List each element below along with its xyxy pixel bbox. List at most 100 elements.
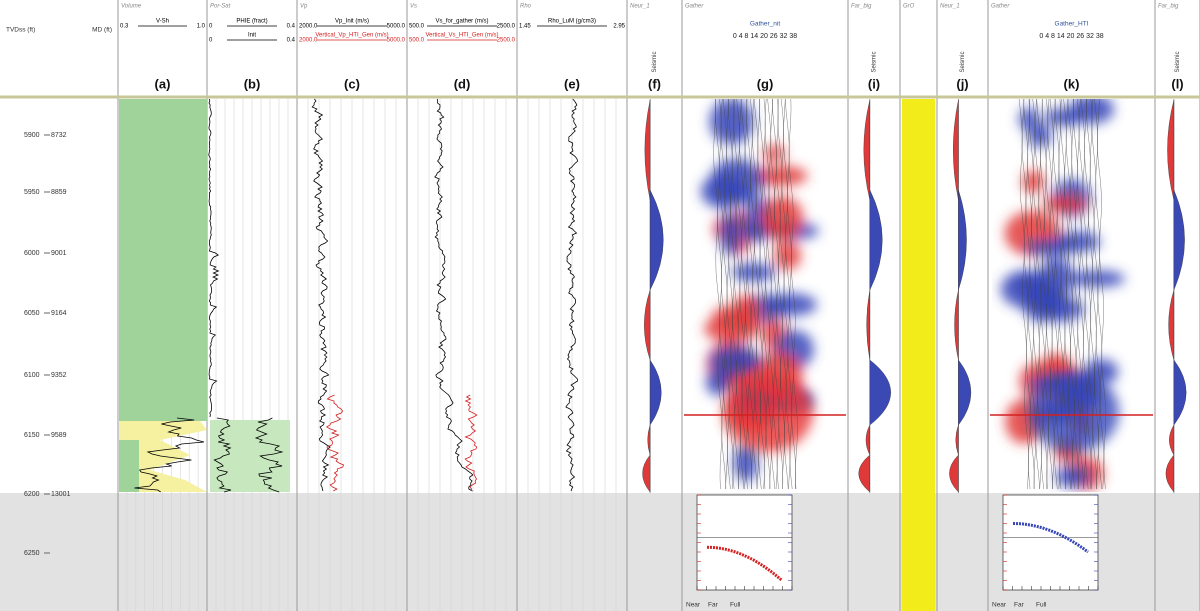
curve-max: 1.0	[197, 24, 206, 30]
tvd-label: 6000	[24, 250, 40, 257]
gather-panel	[700, 99, 819, 490]
md-label: 9001	[51, 250, 67, 257]
seismic-lobe	[858, 454, 871, 493]
gather-trace	[726, 99, 736, 490]
inset-legend-label: Far	[1014, 602, 1025, 609]
gather-blob	[1028, 123, 1052, 148]
curve-min: 500.0	[409, 38, 425, 44]
gather-trace	[1063, 99, 1074, 490]
gather-trace	[1049, 99, 1061, 490]
track-label: (a)	[155, 76, 171, 91]
curve-min: 2000.0	[299, 38, 318, 44]
seismic-lobe	[1173, 189, 1185, 291]
tvd-label: 6100	[24, 372, 40, 379]
gather-trace	[775, 99, 785, 490]
gather-trace	[780, 99, 791, 490]
md-label: 9589	[51, 432, 67, 439]
gather-name: Gather_HTI	[1055, 21, 1089, 28]
seismic-lobe	[649, 189, 664, 291]
curve-max: 2.95	[613, 24, 625, 30]
seismic-lobe	[869, 359, 891, 426]
track-label: (g)	[757, 76, 774, 91]
gather-trace	[1054, 99, 1066, 490]
md-label: 8732	[51, 132, 67, 139]
gather-offsets: 0 4 8 14 20 26 32 38	[1039, 33, 1103, 40]
log-curve	[213, 417, 232, 493]
gather-name: Gather_nit	[750, 21, 781, 28]
track-title: Por-Sat	[210, 4, 231, 10]
tvd-header: TVDss (ft)	[6, 27, 35, 34]
curve-max: 5000.0	[387, 38, 406, 44]
track-label: (l)	[1171, 76, 1183, 91]
inset-curve	[706, 545, 783, 582]
log-curve	[325, 394, 345, 492]
tvd-label: 5900	[24, 132, 40, 139]
track-title: Neur_1	[630, 4, 650, 10]
curve-name: Vertical_Vp_HTI_Gen (m/s)	[315, 33, 388, 39]
track-title: Vs	[410, 4, 417, 10]
track-label: (c)	[344, 76, 360, 91]
seismic-lobe	[649, 359, 662, 426]
track-label: (i)	[868, 76, 880, 91]
gather-offsets: 0 4 8 14 20 26 32 38	[733, 33, 797, 40]
axis-label: Seismic	[1175, 51, 1181, 72]
gather-blob	[1069, 270, 1125, 288]
track-title: Gather	[991, 4, 1010, 10]
gather-trace	[1080, 99, 1092, 490]
curve-name: Rho_LuM (g/cm3)	[548, 19, 596, 25]
track-title: Far_big	[1158, 4, 1179, 10]
gather-trace	[1094, 99, 1105, 490]
gather-trace	[731, 99, 741, 489]
inset-legend-label: Far	[708, 602, 719, 609]
seismic-lobe	[644, 99, 651, 201]
gather-blob	[764, 293, 817, 317]
porosity-fill	[210, 420, 290, 492]
gather-blob	[1038, 257, 1074, 300]
curve-name: Vs_for_gather (m/s)	[435, 19, 488, 25]
tvd-label: 6150	[24, 432, 40, 439]
seismic-lobe	[863, 99, 871, 201]
curve-name: Vp_Init (m/s)	[335, 19, 369, 25]
inset-curve	[1012, 522, 1089, 554]
gather-blob	[1013, 274, 1041, 294]
gather-trace	[746, 99, 758, 490]
gather-trace	[763, 99, 772, 490]
curve-max: 0.4	[287, 38, 296, 44]
tvd-label: 6250	[24, 550, 40, 557]
md-label: 9352	[51, 372, 67, 379]
track-title: Volume	[121, 4, 142, 10]
gather-trace	[1085, 99, 1098, 489]
gather-blob	[723, 372, 813, 452]
gather-trace	[757, 99, 767, 490]
log-curve	[434, 98, 474, 492]
gather-blob	[731, 294, 762, 332]
axis-label: Seismic	[960, 51, 966, 72]
inset-legend-label: Full	[1036, 602, 1047, 609]
gather-trace	[722, 99, 734, 490]
gather-trace	[1027, 99, 1037, 490]
track-label: (d)	[454, 76, 471, 91]
track-label: (b)	[244, 76, 261, 91]
shale-fill	[119, 99, 207, 421]
gather-trace	[736, 99, 747, 490]
gather-trace	[764, 99, 776, 490]
gather-blob	[1044, 107, 1085, 127]
track-label: (j)	[956, 76, 968, 91]
axis-label: Seismic	[872, 51, 878, 72]
curve-max: 5000.0	[387, 24, 406, 30]
sand-fill-lower	[119, 440, 139, 492]
gather-trace	[1058, 99, 1068, 490]
track-title: Gather	[685, 4, 704, 10]
gather-blob	[731, 263, 776, 282]
axis-label: Seismic	[652, 51, 658, 72]
gather-blob	[774, 241, 801, 271]
track-label: (f)	[648, 76, 661, 91]
inset-legend-label: Full	[730, 602, 741, 609]
gather-trace	[1018, 99, 1029, 490]
seismic-lobe	[1165, 454, 1175, 493]
track-label: (k)	[1064, 76, 1080, 91]
gather-trace	[1032, 99, 1042, 490]
flag-track	[902, 99, 935, 611]
gather-blob	[752, 165, 808, 187]
log-curve	[565, 98, 579, 492]
